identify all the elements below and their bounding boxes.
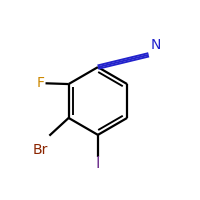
Text: N: N xyxy=(150,38,161,52)
Text: F: F xyxy=(36,76,44,90)
Text: I: I xyxy=(96,156,100,171)
Text: Br: Br xyxy=(32,143,48,157)
